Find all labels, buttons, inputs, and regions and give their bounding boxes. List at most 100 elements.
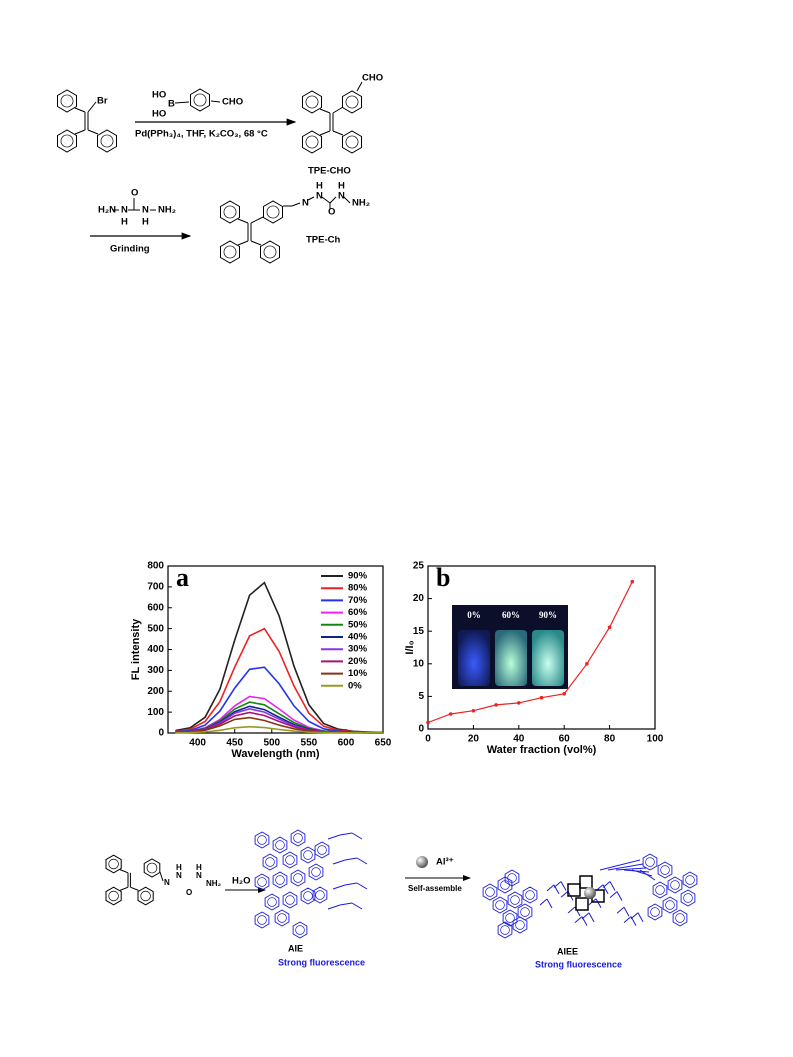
bond (560, 890, 569, 898)
ring-inner (100, 134, 114, 148)
bond (237, 240, 249, 246)
bond (637, 912, 644, 922)
ring (282, 851, 298, 869)
label: Br (97, 96, 108, 107)
ring (507, 891, 523, 909)
x-tick-label: 40 (513, 734, 525, 745)
ring-inner (285, 895, 295, 905)
ring-inner (257, 835, 267, 845)
bond (356, 882, 368, 890)
ring-inner (645, 857, 655, 867)
ring (105, 886, 122, 906)
ring (342, 130, 362, 154)
ring (97, 129, 117, 153)
cube (567, 883, 581, 897)
y-tick-label: 800 (147, 561, 164, 572)
bond (344, 882, 358, 886)
x-tick-label: 20 (468, 734, 480, 745)
ring (260, 240, 280, 264)
vial (532, 630, 564, 686)
ring-inner (285, 855, 295, 865)
vial (495, 630, 527, 686)
ring-inner (303, 891, 313, 901)
x-axis-label: Water fraction (vol%) (487, 744, 597, 756)
ring (680, 889, 696, 907)
ring-inner (277, 913, 287, 923)
label: O (328, 207, 335, 218)
y-tick-label: 0 (418, 724, 424, 735)
vial (458, 630, 490, 686)
ring (105, 854, 122, 874)
bond (74, 129, 86, 135)
ring (272, 836, 288, 854)
marker (448, 712, 453, 716)
legend-label: 0% (348, 680, 362, 691)
label: AIEE (557, 946, 578, 956)
cube (575, 897, 589, 911)
bond (553, 881, 562, 888)
ring-inner (60, 134, 74, 148)
bond (339, 832, 353, 836)
ring-inner (525, 890, 535, 900)
label: H (121, 217, 128, 228)
bond (356, 857, 368, 865)
bond (599, 859, 641, 871)
bond (356, 81, 363, 92)
ring-inner (515, 920, 525, 930)
compound-name: TPE-Ch (306, 235, 341, 246)
ring (137, 886, 154, 906)
bond (332, 884, 346, 890)
label: N (121, 205, 128, 216)
ring-inner (223, 205, 237, 219)
bond (339, 902, 353, 906)
bond (327, 834, 341, 840)
ring-inner (315, 890, 325, 900)
ring (502, 909, 518, 927)
ring (264, 893, 280, 911)
panel-label: a (176, 563, 189, 592)
ring (300, 887, 316, 905)
label: N (176, 871, 182, 880)
marker (562, 691, 566, 696)
bond (329, 196, 337, 204)
ring-inner (293, 833, 303, 843)
bond (581, 912, 590, 920)
ring-inner (266, 205, 280, 219)
ring (312, 886, 328, 904)
bond (321, 196, 331, 204)
bond (291, 202, 301, 207)
conditions: Pd(PPh₃)₄, THF, K₂CO₃, 68 °C (135, 129, 268, 140)
label: N (302, 198, 309, 209)
y-tick-label: 25 (413, 561, 425, 572)
schemes: Br HO B HO CHO Pd(PPh₃)₄, THF, K₂CO₃, 68… (90, 73, 622, 969)
ring-inner (485, 887, 495, 897)
y-tick-label: 400 (147, 644, 164, 655)
ring (263, 200, 283, 224)
label: N (142, 205, 149, 216)
ring (497, 876, 513, 894)
ring-inner (275, 875, 285, 885)
ring (274, 909, 290, 927)
bond (639, 869, 656, 881)
bond (332, 106, 344, 114)
ring-inner (108, 890, 119, 902)
ring (522, 886, 538, 904)
ring-inner (520, 907, 530, 917)
ring (57, 129, 77, 153)
legend-label: 90% (348, 571, 368, 582)
x-tick-label: 650 (375, 738, 392, 749)
marker (426, 720, 430, 725)
bond (351, 902, 363, 910)
ring (302, 130, 322, 154)
bond (343, 196, 351, 204)
ring-inner (305, 135, 319, 149)
bond (250, 216, 264, 224)
ring (282, 891, 298, 909)
ring-inner (108, 858, 119, 870)
label: H (316, 181, 323, 192)
ring (682, 871, 698, 889)
bond (319, 130, 331, 136)
ring-inner (267, 897, 277, 907)
compound-name: TPE-CHO (308, 166, 351, 177)
